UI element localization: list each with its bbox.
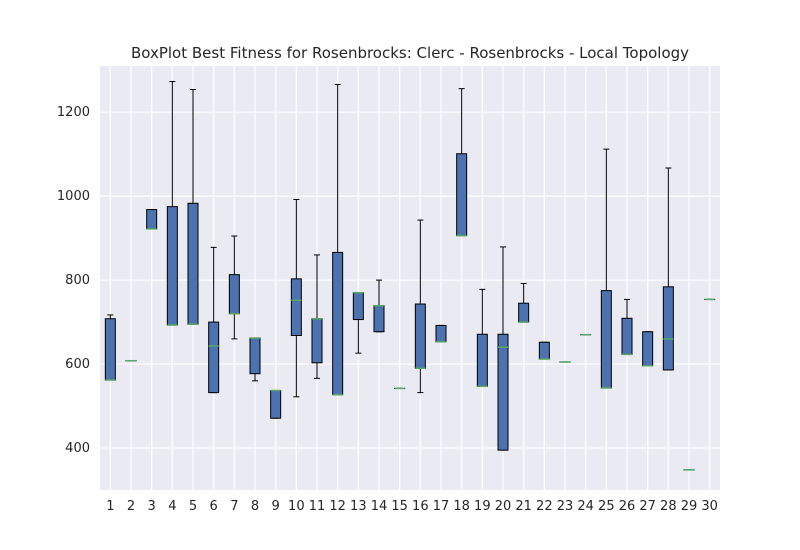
box-body (435, 324, 447, 343)
box-body (621, 317, 633, 355)
box-body (228, 274, 240, 315)
box-19 (476, 288, 488, 388)
x-tick-label: 11 (309, 499, 326, 514)
y-tick-label: 800 (65, 273, 90, 288)
x-tick-label: 4 (168, 499, 176, 514)
box-body (414, 303, 426, 369)
box-17 (435, 324, 447, 343)
x-tick-label: 14 (371, 499, 388, 514)
box-25 (600, 148, 612, 389)
box-12 (332, 83, 344, 396)
x-tick-label: 26 (619, 499, 636, 514)
box-28 (662, 167, 674, 371)
box-body (311, 318, 323, 364)
y-tick-label: 1200 (57, 105, 90, 120)
x-tick-label: 21 (515, 499, 532, 514)
y-tick-label: 400 (65, 441, 90, 456)
y-tick-labels: 400 600 800 1000 1200 (57, 105, 90, 456)
box-11 (311, 254, 323, 379)
box-body (538, 341, 550, 360)
box-body (208, 321, 220, 394)
x-tick-label: 8 (251, 499, 259, 514)
box-body (497, 333, 509, 451)
x-tick-label: 1 (106, 499, 114, 514)
box-1 (104, 314, 116, 381)
x-tick-label: 30 (701, 499, 718, 514)
box-body (249, 337, 261, 375)
y-tick-label: 1000 (57, 189, 90, 204)
box-body (146, 209, 158, 230)
x-tick-label: 3 (148, 499, 156, 514)
box-8 (249, 337, 261, 382)
box-body (332, 251, 344, 396)
box-body (270, 390, 282, 419)
box-7 (228, 235, 240, 340)
box-body (662, 286, 674, 371)
x-tick-labels: 1 2 3 4 5 6 7 8 9 10 11 12 13 14 15 16 17 18 19 20 21 22 23 24 2… (106, 499, 718, 514)
box-body (642, 331, 654, 367)
box-body (352, 292, 364, 321)
x-tick-label: 29 (681, 499, 698, 514)
box-body (290, 278, 302, 337)
x-tick-label: 5 (189, 499, 197, 514)
x-tick-label: 18 (453, 499, 470, 514)
x-tick-label: 19 (474, 499, 491, 514)
box-body (456, 153, 468, 237)
box-body (518, 302, 530, 323)
box-27 (642, 331, 654, 367)
x-tick-label: 17 (433, 499, 450, 514)
box-16 (414, 219, 426, 394)
boxes (104, 81, 716, 471)
y-tick-label: 600 (65, 357, 90, 372)
x-tick-label: 27 (639, 499, 656, 514)
box-9 (270, 389, 282, 419)
box-13 (352, 291, 364, 354)
box-body (476, 333, 488, 387)
box-20 (497, 246, 509, 451)
box-body (187, 202, 199, 325)
box-body (104, 318, 116, 381)
box-10 (290, 198, 302, 398)
x-tick-label: 9 (272, 499, 280, 514)
box-22 (538, 341, 550, 360)
x-tick-label: 2 (127, 499, 135, 514)
plot-area (100, 66, 720, 490)
box-body (166, 206, 178, 326)
x-tick-label: 7 (230, 499, 238, 514)
box-14 (373, 279, 385, 333)
x-tick-label: 16 (412, 499, 429, 514)
x-tick-label: 25 (598, 499, 615, 514)
box-6 (208, 246, 220, 394)
box-21 (518, 282, 530, 323)
x-tick-label: 22 (536, 499, 553, 514)
x-tick-label: 10 (288, 499, 305, 514)
box-body (373, 305, 385, 333)
x-tick-label: 13 (350, 499, 367, 514)
x-tick-label: 28 (660, 499, 677, 514)
box-3 (146, 209, 158, 230)
x-tick-label: 15 (391, 499, 408, 514)
box-5 (187, 89, 199, 325)
box-4 (166, 81, 178, 326)
x-tick-label: 23 (557, 499, 574, 514)
x-tick-label: 20 (495, 499, 512, 514)
box-26 (621, 298, 633, 356)
box-body (600, 290, 612, 389)
x-tick-label: 12 (329, 499, 346, 514)
x-tick-label: 6 (210, 499, 218, 514)
x-tick-label: 24 (577, 499, 594, 514)
chart-title: BoxPlot Best Fitness for Rosenbrocks: Cl… (131, 44, 689, 62)
box-18 (456, 88, 468, 237)
